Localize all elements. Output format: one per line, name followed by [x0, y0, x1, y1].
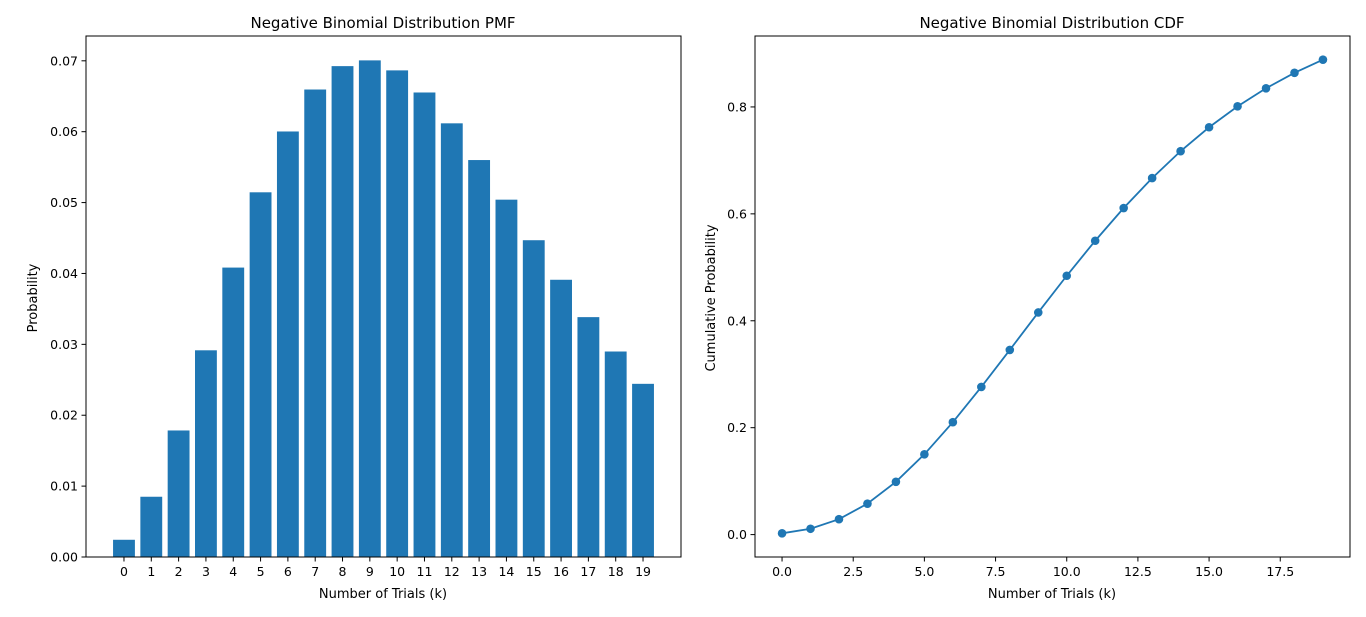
cdf-y-axis-ticks: 0.0 0.2 0.4 0.6 0.8: [727, 99, 755, 542]
pmf-bar-1: [140, 496, 163, 557]
pmf-bars: [113, 60, 654, 558]
cdf-chart-title: Negative Binomial Distribution CDF: [919, 14, 1184, 32]
pmf-bar-3: [195, 350, 217, 557]
pmf-bar-16: [550, 279, 572, 557]
pmf-x-tick-label: 7: [311, 564, 319, 579]
cdf-line: [781, 58, 1324, 535]
cdf-x-tick-label: 17.5: [1266, 564, 1294, 579]
cdf-x-tick-label: 5.0: [914, 564, 934, 579]
cdf-y-axis-label: Cumulative Probability: [704, 224, 719, 371]
cdf-point-0: [777, 529, 787, 538]
cdf-x-tick-label: 2.5: [843, 564, 863, 579]
cdf-x-axis-ticks: 0.0 2.5 5.0 7.5 10.0 12.5 15.0 17.5: [772, 557, 1294, 579]
cdf-points: [777, 55, 1328, 538]
cdf-y-tick-label: 0.2: [727, 420, 747, 435]
pmf-bar-0: [113, 539, 135, 557]
pmf-bar-9: [358, 60, 381, 557]
pmf-x-tick-label: 6: [284, 564, 292, 579]
cdf-point-11: [1090, 236, 1100, 246]
cdf-plot-frame: [754, 35, 1351, 558]
pmf-x-tick-label: 10: [389, 564, 405, 579]
cdf-x-tick-label: 12.5: [1124, 564, 1152, 579]
pmf-y-tick-label: 0.02: [50, 408, 78, 423]
cdf-point-2: [834, 514, 844, 524]
pmf-bar-19: [632, 383, 654, 557]
cdf-point-7: [977, 382, 986, 392]
cdf-point-4: [891, 477, 901, 487]
cdf-point-10: [1062, 271, 1072, 281]
pmf-y-tick-label: 0.00: [50, 550, 78, 565]
pmf-bar-8: [331, 66, 354, 557]
cdf-point-14: [1176, 146, 1185, 156]
pmf-y-tick-label: 0.04: [50, 266, 78, 281]
pmf-x-tick-label: 19: [635, 564, 651, 579]
cdf-point-9: [1033, 308, 1043, 317]
pmf-bar-7: [304, 89, 327, 558]
pmf-y-tick-label: 0.07: [50, 53, 78, 68]
cdf-point-15: [1204, 122, 1214, 132]
cdf-point-13: [1147, 173, 1157, 183]
pmf-bar-4: [222, 267, 245, 557]
cdf-y-tick-label: 0.6: [727, 206, 747, 221]
pmf-bar-10: [386, 70, 409, 557]
cdf-x-tick-label: 7.5: [986, 564, 1006, 579]
cdf-point-1: [806, 524, 815, 534]
pmf-y-axis-ticks: 0.00 0.01 0.02 0.03 0.04 0.05 0.06 0.07: [50, 53, 86, 565]
cdf-chart: Negative Binomial Distribution CDF 0.00.…: [704, 14, 1351, 602]
pmf-x-tick-label: 12: [444, 564, 460, 579]
pmf-plot-frame: [85, 35, 682, 558]
pmf-x-axis-label: Number of Trials (k): [319, 587, 447, 602]
pmf-x-tick-label: 8: [339, 564, 347, 579]
pmf-bar-14: [495, 199, 518, 558]
pmf-x-axis-ticks: 0 1 2 3 4 5 6 7 8 9 10 11 12 13 14 15 16 17 18 19: [120, 557, 651, 579]
pmf-x-tick-label: 18: [608, 564, 624, 579]
cdf-point-17: [1261, 83, 1271, 93]
pmf-chart-title: Negative Binomial Distribution PMF: [250, 14, 515, 32]
cdf-x-axis-label: Number of Trials (k): [988, 587, 1116, 602]
pmf-bar-2: [167, 430, 190, 557]
pmf-x-tick-label: 2: [175, 564, 183, 579]
pmf-bar-15: [522, 240, 545, 557]
cdf-point-3: [863, 499, 872, 508]
pmf-x-tick-label: 9: [366, 564, 374, 579]
pmf-x-tick-label: 4: [229, 564, 237, 579]
pmf-x-tick-label: 15: [526, 564, 542, 579]
pmf-bar-18: [604, 351, 627, 557]
cdf-x-tick-label: 15.0: [1195, 564, 1223, 579]
cdf-point-6: [948, 417, 958, 427]
cdf-point-5: [920, 450, 929, 459]
pmf-y-tick-label: 0.03: [50, 337, 78, 352]
pmf-x-tick-label: 17: [580, 564, 596, 579]
cdf-point-16: [1233, 102, 1242, 111]
pmf-x-tick-label: 1: [147, 564, 155, 579]
pmf-bar-5: [249, 192, 272, 558]
pmf-x-tick-label: 3: [202, 564, 210, 579]
pmf-x-tick-label: 13: [471, 564, 487, 579]
cdf-point-18: [1290, 68, 1299, 78]
cdf-x-tick-label: 10.0: [1053, 564, 1081, 579]
pmf-x-tick-label: 14: [498, 564, 514, 579]
pmf-x-tick-label: 0: [120, 564, 128, 579]
cdf-y-tick-label: 0.8: [727, 99, 747, 114]
pmf-bar-13: [468, 160, 491, 558]
cdf-point-19: [1318, 55, 1328, 64]
cdf-point-12: [1119, 203, 1128, 213]
pmf-y-tick-label: 0.05: [50, 195, 78, 210]
pmf-y-tick-label: 0.01: [50, 479, 78, 494]
pmf-bar-12: [440, 123, 463, 557]
pmf-x-tick-label: 16: [553, 564, 569, 579]
pmf-x-tick-label: 5: [257, 564, 265, 579]
pmf-chart: Negative Binomial Distribution PMF 0.000…: [26, 14, 682, 602]
pmf-bar-6: [276, 131, 299, 558]
pmf-y-axis-label: Probability: [26, 263, 41, 332]
cdf-y-tick-label: 0.0: [727, 527, 747, 542]
pmf-bar-11: [413, 92, 436, 558]
cdf-point-8: [1005, 345, 1015, 355]
cdf-y-tick-label: 0.4: [727, 313, 747, 328]
pmf-bar-17: [577, 317, 600, 557]
cdf-x-tick-label: 0.0: [772, 564, 792, 579]
pmf-y-tick-label: 0.06: [50, 124, 78, 139]
pmf-x-tick-label: 11: [417, 564, 433, 579]
